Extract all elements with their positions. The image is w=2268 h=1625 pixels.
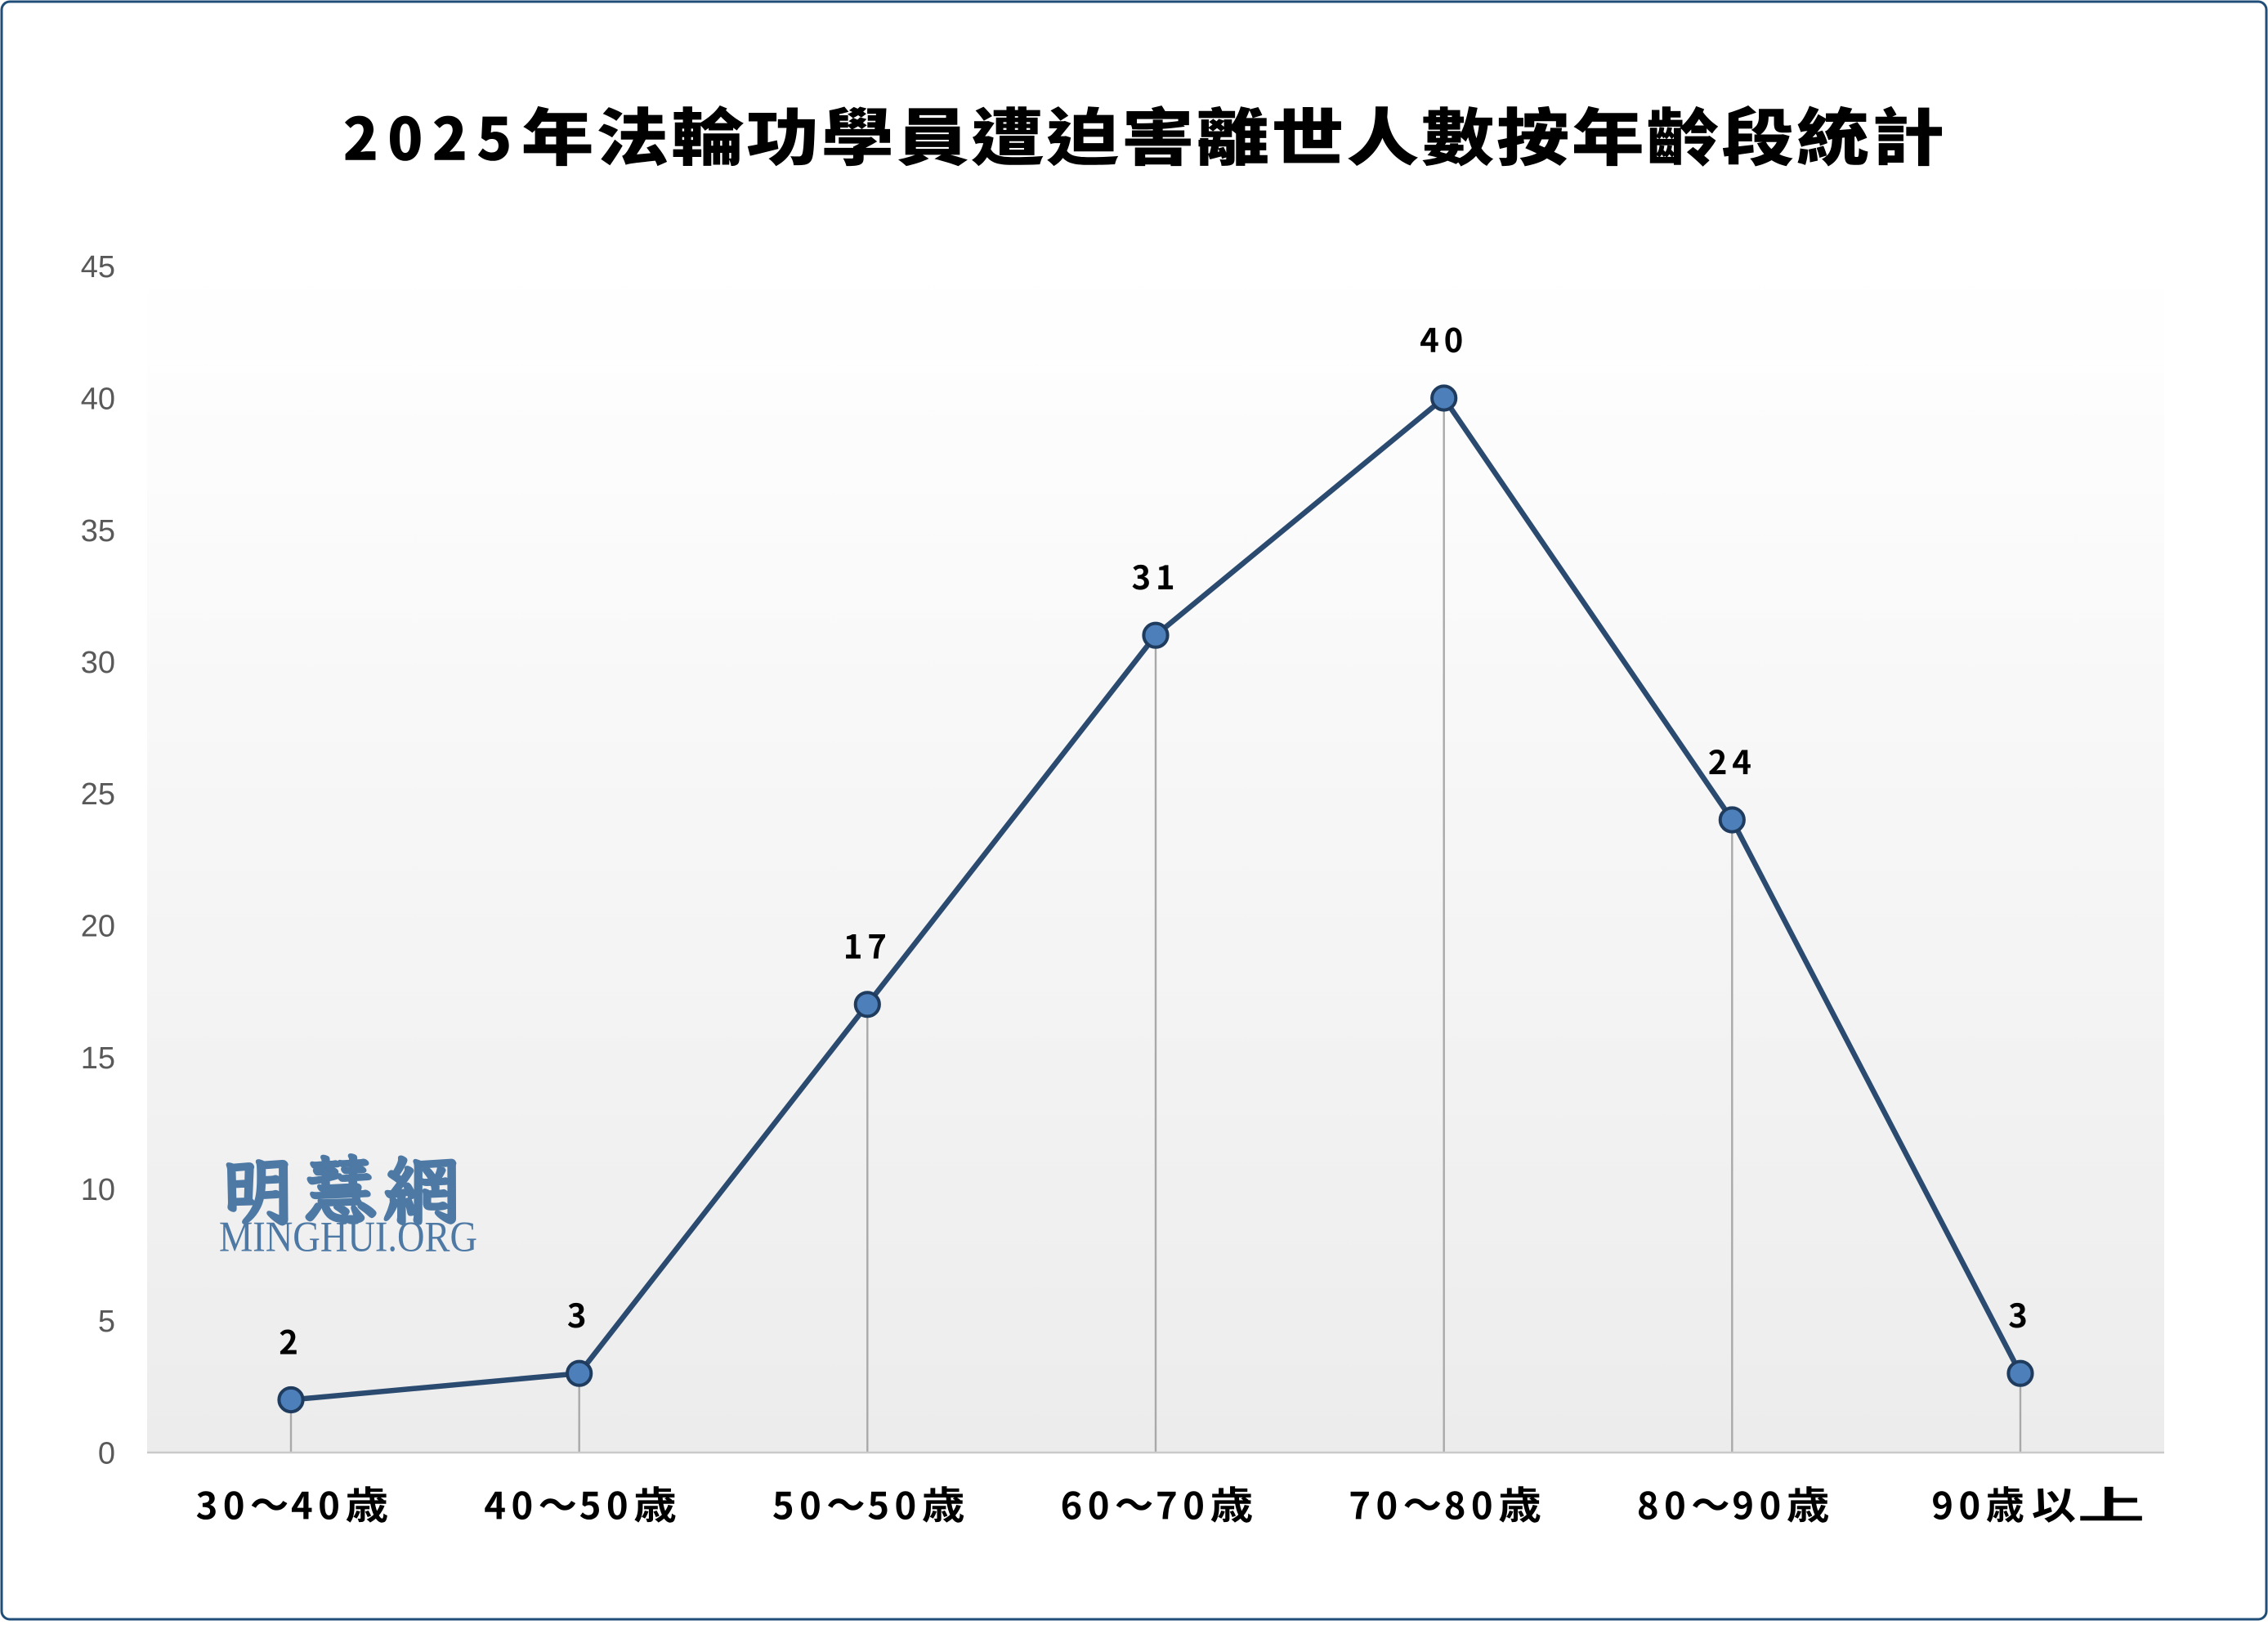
svg-text:0: 0 xyxy=(98,1437,115,1471)
svg-text:30: 30 xyxy=(81,646,115,680)
svg-text:40: 40 xyxy=(81,383,115,417)
svg-text:5: 5 xyxy=(98,1305,115,1339)
svg-text:15: 15 xyxy=(81,1041,115,1076)
svg-text:25: 25 xyxy=(81,777,115,812)
svg-text:35: 35 xyxy=(81,514,115,548)
svg-text:45: 45 xyxy=(81,250,115,284)
svg-text:10: 10 xyxy=(81,1173,115,1207)
svg-text:20: 20 xyxy=(81,910,115,944)
